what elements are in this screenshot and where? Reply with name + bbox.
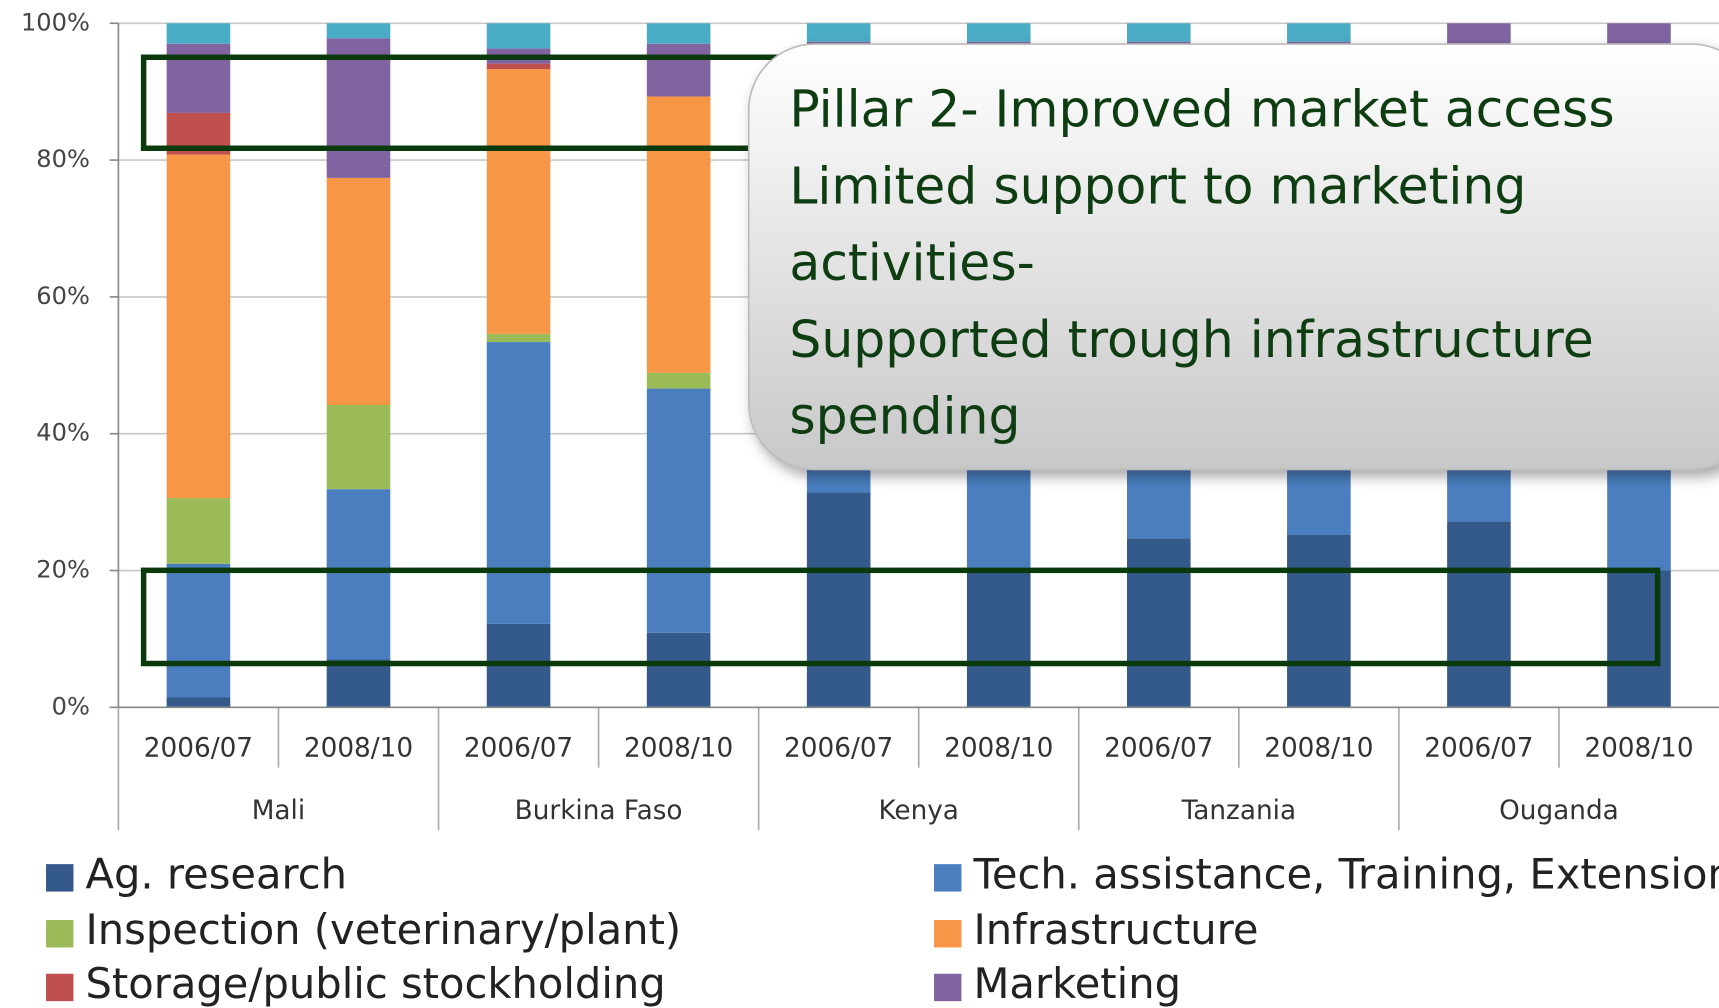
- x-tick-label: 2006/07: [144, 734, 253, 764]
- legend-swatch: [46, 920, 74, 948]
- bar-segment: [1126, 538, 1191, 708]
- bar-segment: [806, 23, 871, 42]
- bar-segment: [486, 333, 551, 343]
- callout-text: activities-: [789, 233, 1034, 292]
- legend-swatch: [46, 864, 74, 892]
- bar-segment: [1607, 570, 1671, 708]
- callout-text: Supported trough infrastructure: [789, 310, 1593, 369]
- bar-segment: [486, 342, 551, 624]
- bar-segment: [326, 489, 391, 660]
- callout-box: [747, 43, 1719, 471]
- y-tick-label: 0%: [52, 692, 90, 720]
- legend-label: Marketing: [974, 959, 1182, 1008]
- y-tick-label: 40%: [36, 419, 90, 447]
- bar-segment: [166, 43, 231, 113]
- y-tick-label: 20%: [36, 556, 90, 584]
- highlight-box: [140, 567, 1661, 667]
- bar-segment: [646, 23, 711, 44]
- y-tick-label: 100%: [21, 8, 90, 36]
- callout-text: Pillar 2- Improved market access: [789, 80, 1614, 139]
- bar-segment: [166, 697, 231, 708]
- bar-segment: [486, 69, 551, 334]
- legend-label: Infrastructure: [974, 905, 1259, 954]
- group-label: Mali: [252, 796, 305, 826]
- x-tick-label: 2008/10: [624, 734, 733, 764]
- y-tick-label: 60%: [36, 282, 90, 310]
- x-tick-label: 2006/07: [1104, 734, 1213, 764]
- legend-swatch: [934, 920, 962, 948]
- bar-segment: [646, 372, 711, 389]
- bar-segment: [486, 63, 551, 70]
- bar-segment: [646, 388, 711, 633]
- bar-segment: [166, 23, 231, 44]
- bar-segment: [326, 404, 391, 490]
- overlay: Pillar 2- Improved market access Limited …: [140, 43, 1719, 667]
- bar-segment: [646, 43, 711, 97]
- bar-segment: [166, 154, 231, 499]
- legend-label: Tech. assistance, Training, Extension: [973, 849, 1719, 898]
- x-tick-label: 2006/07: [784, 734, 893, 764]
- x-tick-label: 2006/07: [1424, 734, 1533, 764]
- bar-segment: [806, 492, 871, 708]
- bar-segment: [326, 38, 391, 178]
- bar-segment: [1287, 534, 1351, 708]
- bar-segment: [966, 23, 1031, 42]
- legend-label: Inspection (veterinary/plant): [86, 905, 682, 954]
- group-label: Kenya: [878, 796, 958, 826]
- bar-segment: [966, 570, 1031, 708]
- bar-segment: [1126, 23, 1191, 42]
- callout-text: Limited support to marketing: [789, 156, 1526, 215]
- y-tick-label: 80%: [36, 145, 90, 173]
- legend-swatch: [46, 973, 74, 1002]
- x-tick-label: 2006/07: [464, 734, 573, 764]
- bar-segment: [646, 632, 711, 708]
- bar-segment: [166, 563, 231, 698]
- legend-label: Ag. research: [86, 849, 348, 898]
- callout-text: spending: [789, 387, 1020, 446]
- group-label: Burkina Faso: [515, 796, 683, 826]
- x-tick-label: 2008/10: [1584, 734, 1693, 764]
- x-tick-label: 2008/10: [1264, 734, 1373, 764]
- x-tick-label: 2008/10: [944, 734, 1053, 764]
- x-tick-label: 2008/10: [304, 734, 413, 764]
- bar-segment: [326, 177, 391, 405]
- bar-segment: [326, 23, 391, 39]
- bar-segment: [166, 498, 231, 564]
- bar-segment: [1447, 521, 1511, 708]
- legend-swatch: [934, 864, 962, 892]
- group-label: Ouganda: [1499, 796, 1619, 826]
- bar-segment: [326, 659, 391, 708]
- bar-segment: [646, 96, 711, 373]
- legend-label: Storage/public stockholding: [86, 959, 666, 1008]
- bar-segment: [486, 23, 551, 49]
- group-label: Tanzania: [1181, 796, 1297, 826]
- legend-swatch: [934, 973, 962, 1002]
- bar-segment: [1287, 23, 1351, 42]
